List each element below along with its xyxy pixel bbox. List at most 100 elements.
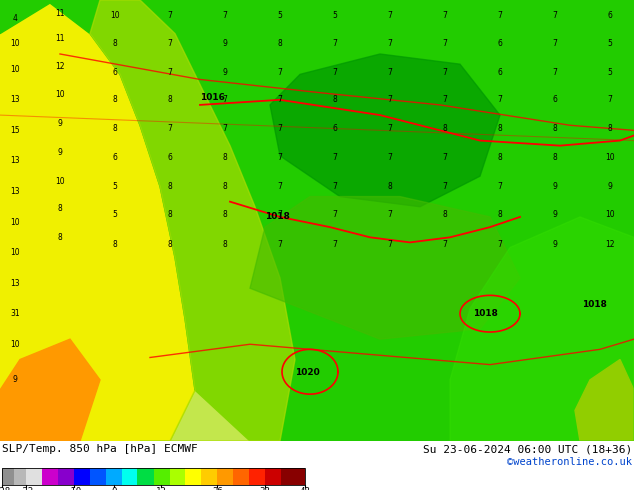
Text: -28: -28	[0, 487, 10, 490]
Text: 7: 7	[607, 96, 612, 104]
Text: 10: 10	[10, 218, 20, 226]
Text: 7: 7	[498, 96, 502, 104]
Text: 6: 6	[553, 96, 557, 104]
Text: 9: 9	[223, 39, 228, 49]
Text: 7: 7	[167, 11, 172, 20]
Text: 7: 7	[223, 124, 228, 133]
Bar	[42, 468, 58, 485]
Bar	[2, 468, 14, 485]
Text: 15: 15	[10, 126, 20, 135]
Text: 7: 7	[278, 182, 282, 191]
Text: 7: 7	[387, 210, 392, 220]
Text: 8: 8	[58, 233, 62, 242]
Text: 7: 7	[278, 240, 282, 249]
Text: 8: 8	[167, 210, 172, 220]
Text: 7: 7	[333, 240, 337, 249]
Polygon shape	[270, 54, 500, 207]
Text: 7: 7	[333, 182, 337, 191]
Text: 7: 7	[387, 240, 392, 249]
Polygon shape	[450, 217, 634, 441]
Polygon shape	[575, 360, 634, 441]
Bar	[106, 468, 122, 485]
Text: 48: 48	[300, 487, 311, 490]
Text: 1018: 1018	[582, 299, 607, 309]
Text: 1018: 1018	[473, 309, 498, 318]
Text: 1016: 1016	[200, 93, 225, 102]
Text: 5: 5	[607, 68, 612, 77]
Polygon shape	[250, 196, 520, 339]
Text: 13: 13	[10, 156, 20, 166]
Polygon shape	[0, 339, 100, 441]
Text: 7: 7	[333, 68, 337, 77]
Polygon shape	[90, 0, 295, 441]
Text: 7: 7	[387, 96, 392, 104]
Text: 8: 8	[553, 153, 557, 162]
Text: 8: 8	[223, 210, 228, 220]
Bar	[169, 468, 185, 485]
Text: 8: 8	[498, 153, 502, 162]
Text: 10: 10	[10, 340, 20, 349]
Text: 10: 10	[55, 90, 65, 99]
Bar	[233, 468, 249, 485]
Text: 10: 10	[605, 210, 615, 220]
Text: 7: 7	[278, 68, 282, 77]
Text: 7: 7	[443, 11, 448, 20]
Text: 7: 7	[278, 96, 282, 104]
Text: 6: 6	[498, 39, 502, 49]
Text: 7: 7	[443, 182, 448, 191]
Text: 13: 13	[10, 96, 20, 104]
Text: 6: 6	[333, 124, 337, 133]
Text: 6: 6	[113, 68, 117, 77]
Text: SLP/Temp. 850 hPa [hPa] ECMWF: SLP/Temp. 850 hPa [hPa] ECMWF	[2, 444, 198, 454]
Text: 8: 8	[113, 39, 117, 49]
Text: 7: 7	[498, 182, 502, 191]
Text: 4: 4	[13, 14, 18, 23]
Text: 7: 7	[278, 210, 282, 220]
Text: 8: 8	[223, 182, 228, 191]
Bar	[265, 468, 281, 485]
Text: 7: 7	[278, 153, 282, 162]
Text: 5: 5	[113, 210, 117, 220]
Text: 10: 10	[10, 65, 20, 74]
Text: 8: 8	[553, 124, 557, 133]
Bar	[58, 468, 74, 485]
Text: 8: 8	[278, 39, 282, 49]
Text: -22: -22	[18, 487, 34, 490]
Text: 7: 7	[443, 153, 448, 162]
Text: 7: 7	[387, 124, 392, 133]
Text: 31: 31	[10, 309, 20, 318]
Text: 8: 8	[607, 124, 612, 133]
Text: 11: 11	[55, 9, 65, 18]
Text: 1018: 1018	[265, 212, 290, 221]
Text: 8: 8	[498, 210, 502, 220]
Text: 7: 7	[387, 11, 392, 20]
Text: 7: 7	[443, 39, 448, 49]
Text: 13: 13	[10, 279, 20, 288]
Text: 9: 9	[58, 119, 62, 128]
Text: 5: 5	[278, 11, 282, 20]
Text: 8: 8	[498, 124, 502, 133]
Text: 6: 6	[498, 68, 502, 77]
Bar	[89, 468, 106, 485]
Text: 8: 8	[167, 182, 172, 191]
Text: 9: 9	[223, 68, 228, 77]
Bar	[26, 468, 42, 485]
Text: 9: 9	[553, 210, 557, 220]
Text: 10: 10	[10, 248, 20, 257]
Text: 9: 9	[13, 375, 18, 384]
Text: 8: 8	[113, 240, 117, 249]
Text: 7: 7	[333, 153, 337, 162]
Text: 9: 9	[553, 182, 557, 191]
Bar	[153, 468, 169, 485]
Text: 6: 6	[607, 11, 612, 20]
Text: 7: 7	[167, 124, 172, 133]
Text: 11: 11	[55, 34, 65, 43]
Text: 7: 7	[167, 39, 172, 49]
Text: 10: 10	[10, 39, 20, 49]
Text: 7: 7	[443, 68, 448, 77]
Text: 7: 7	[553, 68, 557, 77]
Text: 12: 12	[605, 240, 615, 249]
Text: 7: 7	[223, 11, 228, 20]
Bar	[202, 468, 217, 485]
Text: 1020: 1020	[295, 368, 320, 377]
